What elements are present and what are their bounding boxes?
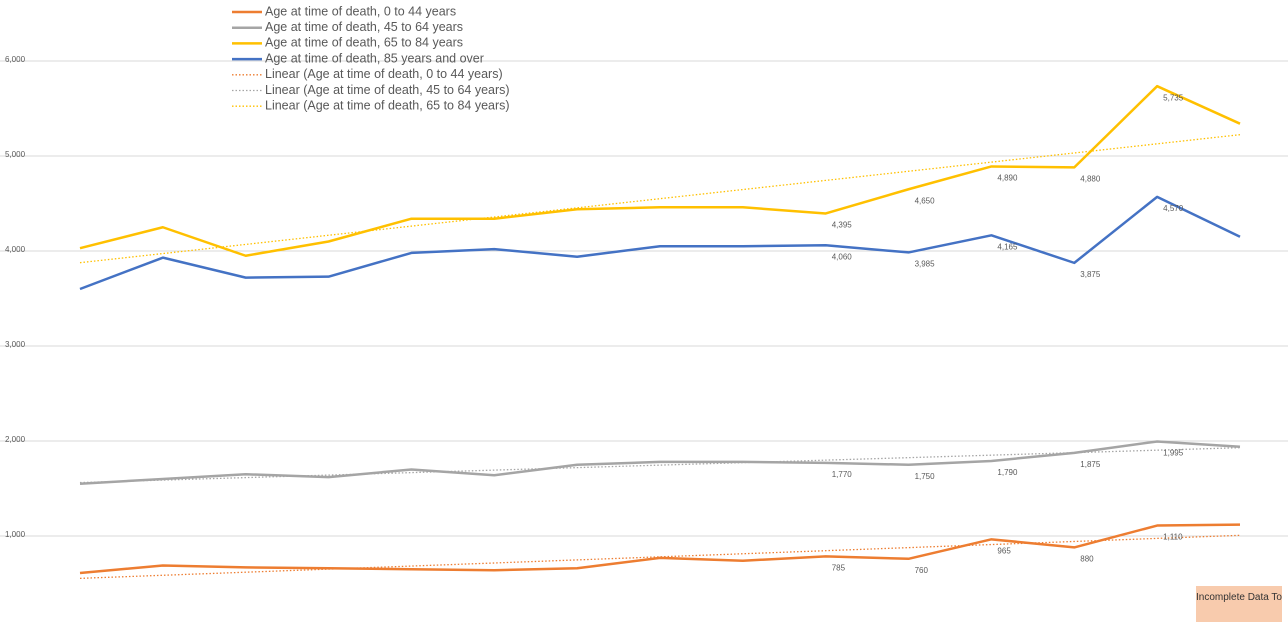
trendline (79, 134, 1241, 264)
data-label: 4,060 (832, 252, 853, 261)
y-tick-label: 2,000 (5, 435, 26, 444)
y-tick-label: 4,000 (5, 245, 26, 254)
legend-label: Age at time of death, 0 to 44 years (265, 4, 456, 18)
data-label: 3,985 (915, 260, 936, 269)
annotation: Incomplete Data To (1196, 586, 1282, 622)
data-label: 4,880 (1080, 175, 1101, 184)
trendline (79, 534, 1241, 580)
data-label: 1,875 (1080, 460, 1101, 469)
legend-label: Linear (Age at time of death, 65 to 84 y… (265, 98, 510, 112)
y-tick-label: 3,000 (5, 340, 26, 349)
data-label: 1,995 (1163, 449, 1184, 458)
data-label: 4,570 (1163, 204, 1184, 213)
data-label: 4,165 (997, 242, 1018, 251)
data-label: 1,110 (1163, 533, 1183, 542)
data-label: 1,750 (915, 472, 936, 481)
series-line (79, 84, 1241, 257)
data-label: 3,875 (1080, 270, 1101, 279)
y-tick-label: 6,000 (5, 55, 26, 64)
legend-label: Age at time of death, 45 to 64 years (265, 20, 463, 34)
legend-label: Age at time of death, 85 years and over (265, 51, 484, 65)
data-label: 880 (1080, 555, 1094, 564)
data-label: 760 (915, 566, 929, 575)
legend-label: Linear (Age at time of death, 45 to 64 y… (265, 83, 510, 97)
data-label: 785 (832, 564, 846, 573)
trendline (79, 447, 1241, 484)
legend-label: Age at time of death, 65 to 84 years (265, 36, 463, 50)
series-line (79, 195, 1241, 291)
y-tick-label: 5,000 (5, 150, 26, 159)
series-line (79, 440, 1241, 485)
series-line (79, 523, 1241, 575)
data-label: 965 (997, 546, 1011, 555)
data-label: 4,395 (832, 221, 853, 230)
data-label: 5,735 (1163, 93, 1184, 102)
data-label: 4,650 (915, 196, 936, 205)
legend-label: Linear (Age at time of death, 0 to 44 ye… (265, 67, 503, 81)
data-label: 1,790 (997, 468, 1018, 477)
data-label: 1,770 (832, 470, 853, 479)
y-tick-label: 1,000 (5, 530, 26, 539)
data-label: 4,890 (997, 174, 1018, 183)
